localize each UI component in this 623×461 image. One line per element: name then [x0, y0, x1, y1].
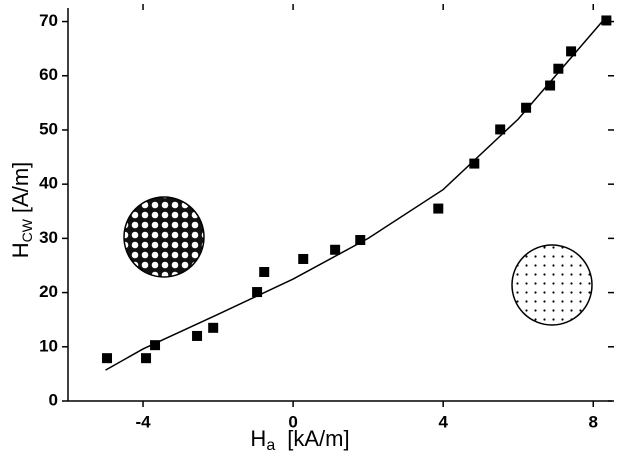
dense-domain-icon [123, 196, 205, 278]
x-label-subscript: a [266, 437, 275, 454]
y-tick-label: 40 [39, 174, 58, 193]
x-tick-label: 8 [589, 412, 598, 431]
y-label-symbol: H [8, 242, 33, 258]
data-point [495, 124, 506, 135]
x-tick-label: 0 [288, 412, 297, 431]
data-point [521, 102, 532, 113]
data-point [259, 266, 270, 277]
y-tick-label: 50 [39, 119, 58, 138]
data-point [330, 244, 341, 255]
y-tick-label: 10 [39, 336, 58, 355]
y-axis-label: HCW [A/m] [8, 162, 35, 259]
sparse-domain-icon [511, 244, 593, 326]
y-tick-label: 20 [39, 282, 58, 301]
y-tick-label: 30 [39, 228, 58, 247]
y-label-unit: [A/m] [8, 162, 33, 213]
data-point [208, 322, 219, 333]
y-tick-label: 60 [39, 65, 58, 84]
x-axis-label: Ha [kA/m] [250, 426, 349, 454]
x-label-symbol: H [250, 426, 266, 451]
data-point [102, 353, 113, 364]
data-point [601, 15, 612, 26]
x-tick-label: 4 [438, 412, 448, 431]
x-tick-label: -4 [135, 412, 151, 431]
data-point [150, 340, 161, 351]
data-point [355, 235, 366, 246]
x-label-unit: [kA/m] [287, 426, 349, 451]
y-tick-label: 0 [49, 390, 58, 409]
y-label-subscript: CW [19, 218, 35, 242]
data-point [298, 253, 309, 264]
data-point [433, 203, 444, 214]
data-point [553, 63, 564, 74]
data-point [252, 287, 263, 298]
data-point [192, 330, 203, 341]
y-tick-label: 70 [39, 11, 58, 30]
data-point [469, 158, 480, 169]
data-point [545, 80, 556, 91]
data-point [141, 353, 152, 364]
data-point [566, 46, 577, 57]
